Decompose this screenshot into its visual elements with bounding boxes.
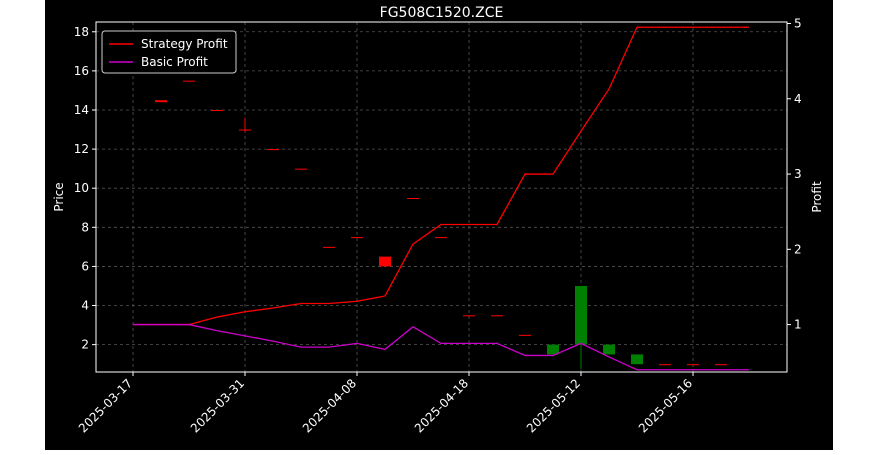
y2-tick-label: 1 <box>794 318 802 332</box>
y-tick-label: 10 <box>74 181 89 195</box>
candle-body <box>603 344 615 355</box>
y-tick-label: 4 <box>81 299 89 313</box>
candle-body <box>379 256 391 267</box>
candle-body <box>547 344 559 355</box>
candle-body <box>463 315 475 317</box>
x-tick-label: 2025-05-12 <box>524 376 583 435</box>
legend-box <box>101 30 237 74</box>
plot-frame <box>95 21 788 373</box>
candle-body <box>407 197 419 199</box>
candle-body <box>239 129 251 131</box>
candle-body <box>519 334 531 336</box>
candle-body <box>295 168 307 170</box>
y2-tick-label: 5 <box>794 17 802 31</box>
y2-tick-label: 3 <box>794 167 802 181</box>
strategy-profit-line <box>133 26 749 326</box>
candle-body <box>323 246 335 248</box>
y-axis-label: Price <box>52 182 66 211</box>
y-tick-label: 8 <box>81 220 89 234</box>
candle-body <box>575 285 587 345</box>
legend: Strategy Profit Basic Profit <box>101 30 237 74</box>
legend-label-basic-profit: Basic Profit <box>141 55 208 69</box>
legend-label-strategy-profit: Strategy Profit <box>141 37 228 51</box>
candle-body <box>435 237 447 239</box>
x-tick-label: 2025-04-08 <box>300 376 359 435</box>
candle-body <box>267 149 279 151</box>
candle-body <box>687 364 699 366</box>
candle-body <box>659 364 671 366</box>
y-tick-label: 16 <box>74 64 89 78</box>
y-tick-label: 2 <box>81 338 89 352</box>
y2-tick-label: 2 <box>794 242 802 256</box>
candle-body <box>491 315 503 317</box>
candle-body <box>183 80 195 82</box>
basic-profit-line <box>133 323 749 371</box>
y-tick-label: 12 <box>74 142 89 156</box>
candle-body <box>351 237 363 239</box>
candle-body <box>155 100 167 103</box>
x-tick-label: 2025-03-31 <box>188 376 247 435</box>
x-tick-label: 2025-05-16 <box>636 376 695 435</box>
y-tick-label: 6 <box>81 259 89 273</box>
chart-figure: 2 4 6 8 10 12 14 16 18 1 2 3 4 5 2025-03-17 2025-03-31 2… <box>45 0 833 450</box>
candle-body <box>211 109 223 111</box>
y-tick-label: 14 <box>74 103 89 117</box>
y2-axis-label: Profit <box>810 181 824 213</box>
chart-title: FG508C1520.ZCE <box>380 5 504 21</box>
x-tick-label: 2025-03-17 <box>76 376 135 435</box>
y-tick-label: 18 <box>74 25 89 39</box>
x-tick-label: 2025-04-18 <box>412 376 471 435</box>
candle-body <box>715 364 727 366</box>
y2-tick-label: 4 <box>794 92 802 106</box>
candle-body <box>631 354 643 365</box>
